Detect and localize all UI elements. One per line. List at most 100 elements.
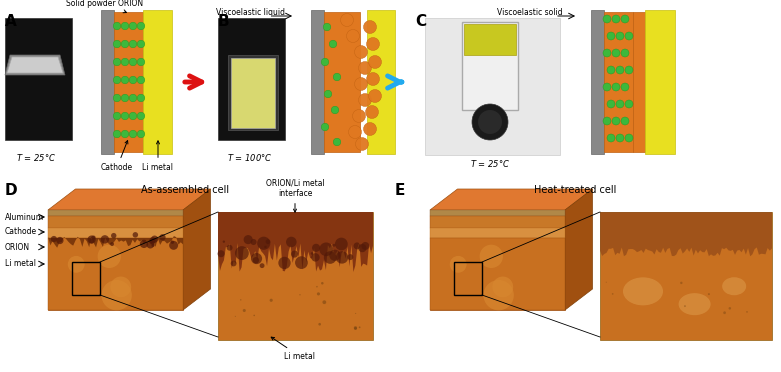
Polygon shape	[228, 55, 278, 130]
Circle shape	[616, 32, 624, 40]
Polygon shape	[430, 228, 565, 238]
Circle shape	[113, 58, 121, 66]
Circle shape	[278, 257, 291, 269]
Circle shape	[323, 23, 331, 31]
Polygon shape	[430, 210, 565, 216]
Circle shape	[358, 61, 372, 74]
Text: Li metal: Li metal	[142, 141, 173, 172]
Circle shape	[223, 240, 225, 243]
Circle shape	[355, 313, 356, 314]
Circle shape	[493, 276, 513, 297]
Polygon shape	[7, 57, 63, 73]
Circle shape	[625, 134, 633, 142]
Polygon shape	[48, 228, 183, 238]
Circle shape	[612, 49, 620, 57]
Polygon shape	[645, 10, 675, 154]
Circle shape	[621, 49, 629, 57]
Circle shape	[478, 110, 502, 134]
Polygon shape	[430, 216, 565, 228]
Circle shape	[341, 13, 354, 26]
Circle shape	[121, 40, 129, 48]
Circle shape	[355, 45, 368, 58]
Circle shape	[299, 294, 301, 295]
Polygon shape	[48, 210, 183, 310]
Circle shape	[450, 256, 466, 273]
Circle shape	[151, 241, 155, 245]
Circle shape	[355, 77, 368, 90]
Polygon shape	[143, 10, 172, 154]
Circle shape	[137, 76, 144, 84]
Circle shape	[330, 40, 337, 48]
Circle shape	[253, 257, 259, 263]
Circle shape	[358, 93, 372, 106]
Circle shape	[146, 241, 154, 248]
Circle shape	[612, 83, 620, 91]
Polygon shape	[311, 10, 324, 154]
Circle shape	[251, 239, 257, 245]
Circle shape	[171, 241, 174, 244]
Circle shape	[324, 90, 332, 98]
Circle shape	[603, 117, 611, 125]
Polygon shape	[633, 12, 645, 152]
Circle shape	[603, 83, 611, 91]
Circle shape	[354, 243, 361, 249]
Circle shape	[333, 244, 336, 247]
Circle shape	[235, 316, 236, 317]
Circle shape	[113, 112, 121, 120]
Circle shape	[121, 76, 129, 84]
Polygon shape	[462, 22, 518, 110]
Circle shape	[152, 244, 155, 247]
Circle shape	[91, 235, 95, 240]
Circle shape	[218, 250, 225, 257]
Polygon shape	[48, 189, 211, 210]
Circle shape	[323, 300, 326, 304]
Circle shape	[348, 254, 353, 260]
Circle shape	[226, 245, 233, 251]
Circle shape	[680, 282, 683, 284]
Circle shape	[140, 240, 148, 248]
Circle shape	[723, 311, 726, 314]
Circle shape	[483, 280, 514, 310]
Circle shape	[149, 237, 155, 243]
Circle shape	[129, 130, 137, 138]
Circle shape	[137, 58, 144, 66]
Text: A: A	[5, 14, 16, 29]
Circle shape	[113, 22, 121, 30]
Circle shape	[607, 32, 615, 40]
Circle shape	[240, 299, 241, 301]
Polygon shape	[5, 18, 72, 140]
Circle shape	[358, 327, 361, 328]
Circle shape	[295, 256, 308, 269]
Text: Cathode: Cathode	[5, 228, 37, 237]
Circle shape	[257, 237, 270, 250]
Circle shape	[354, 326, 357, 330]
Circle shape	[616, 134, 624, 142]
Circle shape	[113, 94, 121, 102]
Polygon shape	[430, 238, 565, 310]
Circle shape	[330, 250, 341, 261]
Polygon shape	[600, 212, 772, 340]
Circle shape	[312, 253, 319, 262]
Circle shape	[102, 280, 132, 310]
Circle shape	[625, 100, 633, 108]
Bar	[72, 262, 100, 295]
Polygon shape	[464, 24, 516, 55]
Ellipse shape	[679, 293, 711, 315]
Circle shape	[113, 40, 121, 48]
Polygon shape	[231, 58, 275, 128]
Text: E: E	[395, 183, 405, 198]
Circle shape	[121, 58, 129, 66]
Circle shape	[113, 76, 121, 84]
Circle shape	[98, 245, 121, 268]
Circle shape	[363, 122, 376, 135]
Circle shape	[333, 138, 341, 146]
Circle shape	[111, 233, 116, 238]
Circle shape	[354, 327, 357, 330]
Circle shape	[746, 311, 748, 313]
Polygon shape	[218, 212, 373, 340]
Circle shape	[159, 234, 166, 240]
Circle shape	[607, 100, 615, 108]
Ellipse shape	[722, 277, 746, 295]
Circle shape	[244, 235, 253, 244]
Circle shape	[121, 94, 129, 102]
